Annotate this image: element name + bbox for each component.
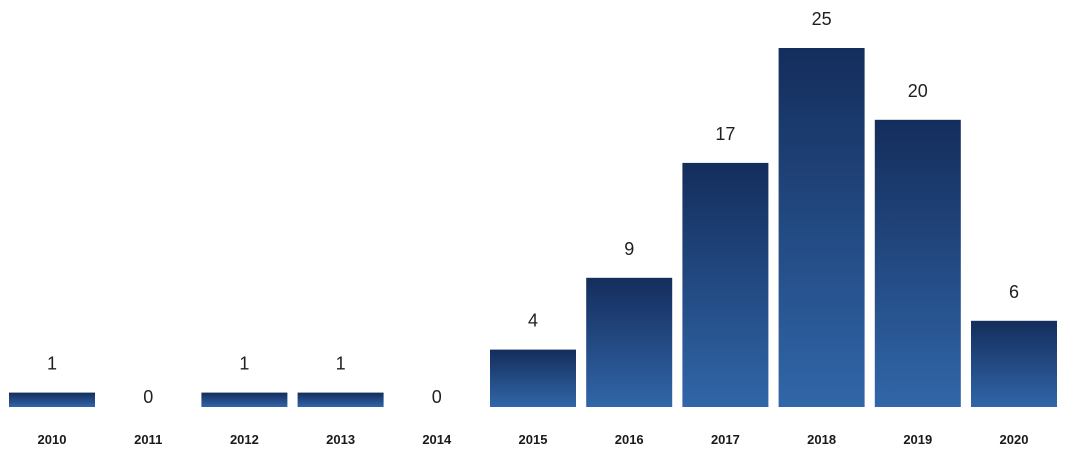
bar-2017 bbox=[682, 162, 769, 407]
x-tick-label-2011: 2011 bbox=[134, 432, 162, 447]
x-tick-label-2018: 2018 bbox=[807, 432, 836, 447]
value-label-2017: 17 bbox=[715, 124, 735, 144]
bar-2010 bbox=[9, 392, 95, 407]
bar-2013 bbox=[297, 392, 384, 407]
bar-2018 bbox=[778, 48, 865, 407]
bar-2016 bbox=[586, 277, 673, 407]
bar-2015 bbox=[490, 349, 576, 407]
x-tick-label-2010: 2010 bbox=[38, 432, 67, 447]
value-label-2016: 9 bbox=[624, 239, 634, 259]
bar-2012 bbox=[201, 392, 288, 407]
value-label-2013: 1 bbox=[336, 354, 346, 374]
value-label-2014: 0 bbox=[432, 387, 442, 407]
bar-2019 bbox=[874, 119, 961, 408]
value-label-2015: 4 bbox=[528, 311, 538, 331]
x-tick-label-2015: 2015 bbox=[519, 432, 548, 447]
value-labels-group: 1 0 1 1 0 4 9 17 25 20 6 bbox=[47, 9, 1019, 407]
bars-group bbox=[9, 48, 1057, 408]
x-tick-label-2020: 2020 bbox=[1000, 432, 1029, 447]
value-label-2019: 20 bbox=[908, 81, 928, 101]
value-label-2011: 0 bbox=[143, 387, 153, 407]
x-tick-label-2014: 2014 bbox=[422, 432, 452, 447]
x-tick-label-2019: 2019 bbox=[903, 432, 932, 447]
value-label-2018: 25 bbox=[812, 9, 832, 29]
x-tick-label-2017: 2017 bbox=[711, 432, 740, 447]
x-tick-label-2016: 2016 bbox=[615, 432, 644, 447]
x-axis-tick-labels: 2010 2011 2012 2013 2014 2015 2016 2017 2018 2019… bbox=[38, 432, 1029, 447]
bar-2020 bbox=[971, 320, 1057, 407]
x-tick-label-2013: 2013 bbox=[326, 432, 355, 447]
value-label-2012: 1 bbox=[239, 354, 249, 374]
value-label-2010: 1 bbox=[47, 354, 57, 374]
x-tick-label-2012: 2012 bbox=[230, 432, 259, 447]
value-label-2020: 6 bbox=[1009, 282, 1019, 302]
